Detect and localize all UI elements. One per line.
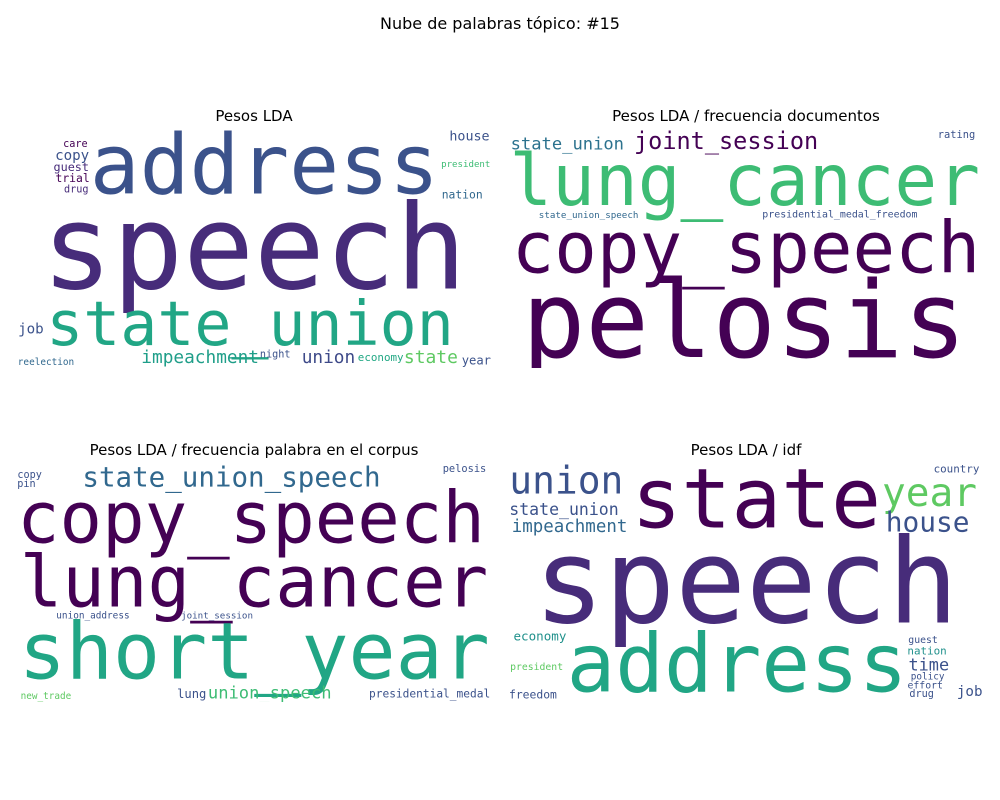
wordcloud-panel-1: speech address state_union impeachment union… — [15, 128, 493, 368]
cloud-word: speech — [534, 513, 959, 651]
cloud-word: freedom — [509, 688, 557, 702]
cloud-word: union — [302, 347, 356, 368]
cloud-word: policy — [911, 672, 945, 683]
cloud-word: new_trade — [21, 691, 72, 702]
panel-title-4: Pesos LDA / idf — [690, 441, 802, 459]
cloud-word: care — [63, 139, 88, 150]
cloud-word: impeachment — [141, 347, 259, 368]
cloud-word: presidential_medal — [369, 687, 490, 700]
cloud-word: house — [886, 506, 970, 539]
cloud-word: short_year — [19, 606, 490, 698]
cloud-word: job — [18, 322, 44, 338]
cloud-word: year — [462, 354, 491, 368]
cloud-word: rating — [938, 129, 975, 141]
cloud-word: economy — [358, 351, 404, 364]
panel-title-3: Pesos LDA / frecuencia palabra en el cor… — [89, 441, 419, 459]
cloud-word: state_union — [46, 288, 454, 360]
cloud-word: lung_cancer — [509, 139, 980, 222]
wordcloud-panel-4: speech state address impeachment union year st… — [507, 462, 985, 702]
wordcloud-panel-2: copy_speech pelosis lung_cancer joint_sessi… — [507, 128, 985, 368]
cloud-word: joint_session — [634, 128, 818, 155]
panel-title-2: Pesos LDA / frecuencia documentos — [612, 107, 880, 125]
cloud-word: economy — [514, 628, 567, 643]
cloud-word: country — [934, 462, 980, 475]
cloud-word: lung_cancer — [20, 541, 489, 624]
cloud-word: union_address — [56, 611, 129, 622]
cloud-word: effort — [908, 680, 943, 691]
wordcloud-panel-3: lung_cancer copy_speech short_year state_un… — [15, 462, 493, 702]
cloud-word: guest — [54, 160, 90, 174]
cloud-word: address — [90, 128, 439, 214]
panel-title-1: Pesos LDA — [215, 107, 293, 125]
cloud-word: night — [260, 350, 291, 361]
cloud-word: state_union_speech — [82, 462, 380, 495]
cloud-word: president — [441, 160, 490, 170]
cloud-word: presidential_medal_freedom — [762, 210, 917, 221]
cloud-word: address — [567, 618, 908, 702]
cloud-word: pelosis — [443, 463, 487, 475]
cloud-word: time — [909, 655, 950, 675]
cloud-word: reelection — [18, 357, 74, 368]
cloud-word: nation — [442, 188, 483, 202]
cloud-word: job — [957, 684, 983, 700]
figure-suptitle: Nube de palabras tópico: #15 — [380, 14, 620, 33]
cloud-word: president — [510, 662, 563, 673]
cloud-word: copy — [17, 470, 42, 481]
cloud-word: impeachment — [512, 517, 628, 537]
cloud-word: state — [632, 462, 882, 548]
cloud-word: pin — [17, 479, 35, 490]
cloud-word: copy_speech — [512, 207, 981, 290]
cloud-word: drug — [64, 185, 89, 196]
cloud-word: speech — [42, 179, 467, 317]
cloud-word: joint_session — [181, 610, 253, 621]
cloud-word: drug — [909, 689, 934, 700]
cloud-word: nation — [907, 644, 946, 657]
cloud-word: state — [404, 347, 458, 368]
cloud-word: union_speech — [208, 684, 332, 702]
cloud-word: year — [882, 470, 977, 516]
cloud-word: state_union — [509, 500, 618, 519]
cloud-word: pelosis — [522, 259, 967, 368]
cloud-word: copy — [55, 148, 89, 164]
cloud-word: trial — [56, 171, 90, 185]
cloud-word: house — [449, 130, 489, 145]
cloud-word: copy_speech — [17, 476, 485, 559]
cloud-word: guest — [908, 635, 938, 646]
cloud-word: lung — [177, 687, 206, 701]
cloud-word: state_union — [511, 135, 624, 155]
cloud-word: state_union_speech — [539, 210, 639, 221]
cloud-word: union — [509, 462, 623, 503]
